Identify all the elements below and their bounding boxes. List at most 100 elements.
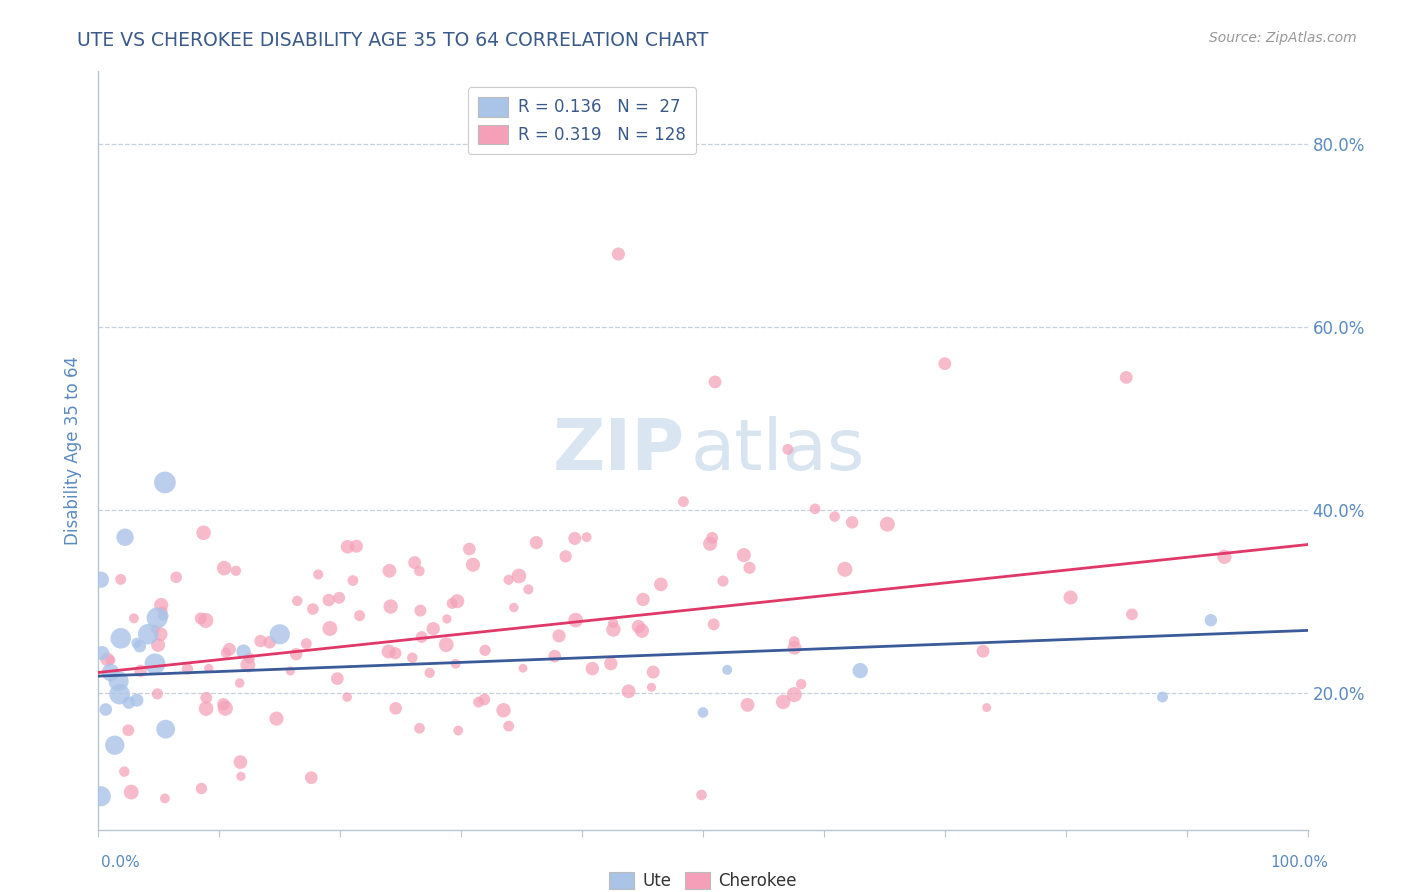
- Point: [120, 785, 142, 799]
- Point: [342, 574, 364, 588]
- Point: [564, 613, 586, 627]
- Point: [554, 549, 576, 564]
- Point: [218, 642, 240, 657]
- Point: [225, 564, 247, 578]
- Point: [631, 624, 654, 638]
- Point: [307, 567, 329, 582]
- Point: [783, 640, 806, 655]
- Point: [737, 698, 759, 712]
- Point: [176, 662, 198, 676]
- Point: [408, 564, 430, 578]
- Point: [349, 608, 371, 623]
- Point: [215, 646, 238, 660]
- Point: [110, 632, 132, 646]
- Text: 0.0%: 0.0%: [101, 855, 141, 870]
- Point: [195, 701, 218, 715]
- Point: [266, 712, 288, 726]
- Point: [643, 665, 665, 679]
- Point: [155, 722, 177, 736]
- Point: [776, 442, 799, 457]
- Point: [94, 702, 117, 716]
- Point: [512, 661, 534, 675]
- Point: [461, 558, 484, 572]
- Point: [100, 653, 122, 667]
- Point: [1152, 690, 1174, 704]
- Point: [299, 771, 322, 785]
- Point: [692, 706, 714, 720]
- Point: [411, 630, 433, 644]
- Point: [117, 723, 139, 738]
- Point: [548, 629, 571, 643]
- Point: [972, 644, 994, 658]
- Point: [738, 561, 761, 575]
- Point: [229, 755, 252, 769]
- Point: [319, 622, 342, 636]
- Point: [104, 738, 127, 752]
- Point: [502, 600, 524, 615]
- Point: [238, 651, 260, 665]
- Point: [269, 627, 291, 641]
- Point: [114, 530, 136, 544]
- Point: [326, 672, 349, 686]
- Text: ZIP: ZIP: [553, 416, 685, 485]
- Point: [122, 611, 145, 625]
- Point: [650, 577, 672, 591]
- Point: [564, 532, 586, 546]
- Text: atlas: atlas: [690, 416, 865, 485]
- Point: [152, 604, 174, 618]
- Point: [783, 688, 806, 702]
- Point: [153, 791, 176, 805]
- Point: [544, 649, 567, 664]
- Point: [128, 639, 150, 653]
- Text: 100.0%: 100.0%: [1271, 855, 1329, 870]
- Text: UTE VS CHEROKEE DISABILITY AGE 35 TO 64 CORRELATION CHART: UTE VS CHEROKEE DISABILITY AGE 35 TO 64 …: [77, 31, 709, 50]
- Point: [150, 598, 173, 612]
- Point: [190, 611, 212, 625]
- Point: [498, 573, 520, 587]
- Point: [672, 494, 695, 508]
- Point: [446, 594, 468, 608]
- Point: [295, 637, 318, 651]
- Point: [441, 596, 464, 610]
- Point: [783, 634, 806, 648]
- Point: [617, 684, 640, 698]
- Point: [152, 608, 174, 623]
- Point: [136, 627, 159, 641]
- Point: [408, 721, 430, 735]
- Point: [581, 662, 603, 676]
- Point: [344, 539, 367, 553]
- Point: [110, 573, 132, 587]
- Point: [378, 564, 401, 578]
- Point: [384, 646, 406, 660]
- Point: [404, 556, 426, 570]
- Point: [1213, 549, 1236, 564]
- Point: [841, 516, 863, 530]
- Point: [492, 703, 515, 717]
- Point: [474, 643, 496, 657]
- Point: [690, 788, 713, 802]
- Point: [422, 622, 444, 636]
- Point: [699, 537, 721, 551]
- Point: [458, 542, 481, 557]
- Point: [146, 611, 169, 625]
- Point: [229, 769, 252, 783]
- Point: [716, 663, 738, 677]
- Point: [434, 638, 457, 652]
- Point: [280, 664, 302, 678]
- Point: [190, 781, 212, 796]
- Point: [108, 687, 131, 701]
- Point: [194, 614, 217, 628]
- Point: [436, 612, 458, 626]
- Point: [474, 692, 496, 706]
- Point: [129, 664, 152, 678]
- Point: [318, 593, 340, 607]
- Point: [384, 701, 406, 715]
- Point: [285, 594, 308, 608]
- Point: [1199, 613, 1222, 627]
- Point: [575, 530, 598, 544]
- Point: [165, 570, 187, 584]
- Point: [834, 562, 856, 576]
- Point: [259, 635, 281, 649]
- Legend: Ute, Cherokee: Ute, Cherokee: [603, 865, 803, 892]
- Point: [733, 548, 755, 562]
